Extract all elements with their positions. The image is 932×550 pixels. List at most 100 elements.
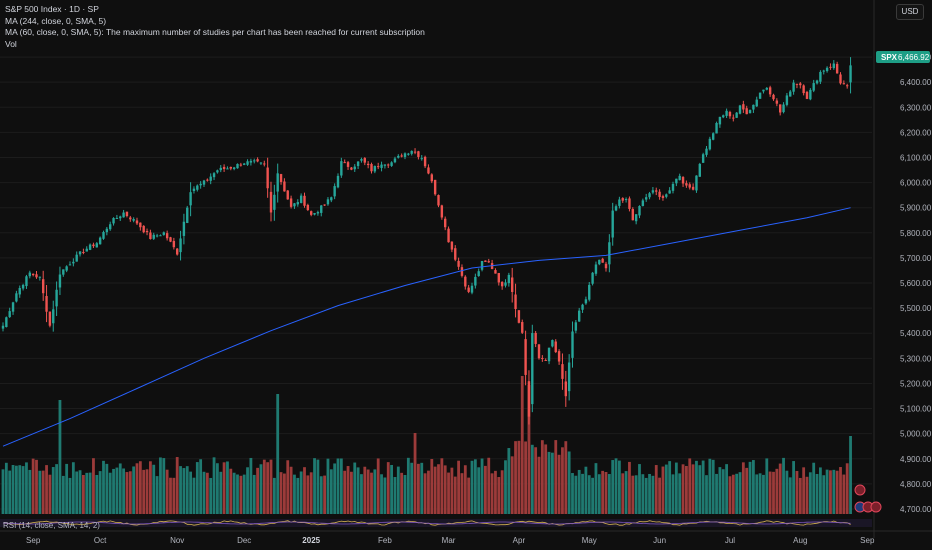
candle-body <box>129 217 132 220</box>
volume-bar <box>420 462 424 514</box>
candle-body <box>199 183 202 186</box>
volume-bar <box>430 458 434 514</box>
last-price-tag-bg <box>876 51 930 63</box>
volume-bar <box>581 473 584 514</box>
volume-bar <box>306 475 310 514</box>
volume-bar <box>765 458 769 514</box>
volume-bar <box>584 466 588 514</box>
candle-body <box>581 304 584 310</box>
volume-bar <box>152 464 156 514</box>
candle-body <box>849 65 852 83</box>
volume-bar <box>631 475 635 514</box>
candle-body <box>567 362 571 392</box>
y-tick-label: 6,300.00 <box>900 103 932 112</box>
volume-bar <box>115 467 119 514</box>
candle-body <box>179 238 182 253</box>
y-tick-label: 6,100.00 <box>900 153 932 162</box>
volume-bar <box>551 452 554 514</box>
y-tick-label: 5,900.00 <box>900 204 932 213</box>
candle-body <box>470 285 474 293</box>
volume-bar <box>507 448 511 514</box>
indicator-volume[interactable]: Vol <box>5 38 17 49</box>
volume-bar <box>175 457 179 514</box>
candle-body <box>172 240 176 248</box>
candle-body <box>145 230 149 233</box>
candle-body <box>88 244 92 250</box>
candle-body <box>708 138 712 150</box>
candle-body <box>202 180 206 185</box>
candle-body <box>477 271 480 276</box>
candle-body <box>340 161 343 176</box>
economic-event-marker-icon[interactable] <box>870 501 882 513</box>
candle-body <box>480 260 484 270</box>
candle-body <box>25 276 28 287</box>
x-tick-label: Sep <box>860 536 875 545</box>
volume-bar <box>276 394 280 514</box>
x-tick-label: Nov <box>170 536 184 545</box>
currency-button[interactable]: USD <box>896 4 924 20</box>
y-tick-label: 5,700.00 <box>900 254 932 263</box>
volume-bar <box>105 463 109 514</box>
candle-body <box>246 161 249 165</box>
volume-bar <box>611 460 615 514</box>
volume-bar <box>55 464 58 514</box>
price-axis[interactable]: 6,500.006,400.006,300.006,200.006,100.00… <box>873 0 932 538</box>
volume-bar <box>159 457 162 514</box>
candle-body <box>487 261 490 263</box>
volume-bar <box>316 459 320 514</box>
candle-body <box>48 311 52 326</box>
candle-body <box>236 163 239 169</box>
volume-bar <box>356 467 360 514</box>
candle-body <box>102 232 105 239</box>
volume-bar <box>812 462 816 514</box>
volume-bar <box>393 477 397 514</box>
volume-bar <box>735 473 739 514</box>
candle-body <box>85 248 88 252</box>
symbol-title[interactable]: S&P 500 Index · 1D · SP <box>5 4 99 14</box>
candle-body <box>186 207 189 223</box>
volume-bar <box>71 462 75 514</box>
indicator-ma-60[interactable]: MA (60, close, 0, SMA, 5): The maximum n… <box>5 27 425 37</box>
volume-bar <box>266 462 270 514</box>
candle-body <box>62 269 65 275</box>
volume-bar <box>195 462 199 514</box>
candle-body <box>507 274 511 284</box>
volume-bar <box>802 467 806 514</box>
volume-bar <box>825 469 829 514</box>
candle-body <box>541 357 544 359</box>
candle-body <box>413 151 417 153</box>
volume-bar <box>624 471 628 514</box>
volume-bar <box>272 477 276 514</box>
indicator-ma-244[interactable]: MA (244, close, 0, SMA, 5) <box>5 15 107 26</box>
volume-bar <box>731 474 735 514</box>
volume-bar <box>450 467 454 514</box>
candle-body <box>279 174 283 182</box>
ma-244-line <box>2 207 851 447</box>
volume-bar <box>752 460 755 514</box>
volume-bar <box>417 463 420 514</box>
x-tick-label: Sep <box>26 536 41 545</box>
volume-bar <box>433 466 437 514</box>
volume-bar <box>577 469 581 514</box>
volume-bar <box>641 474 645 514</box>
volume-bar <box>51 467 55 514</box>
candle-body <box>232 167 236 169</box>
volume-bar <box>654 465 658 514</box>
volume-bar <box>85 472 89 514</box>
time-axis[interactable]: Sep Oct Nov Dec 2025 Feb Mar Apr May Jun Jul Aug Sep <box>0 530 932 545</box>
candle-body <box>444 218 447 228</box>
volume-bar <box>778 463 782 514</box>
candle-body <box>316 212 320 214</box>
volume-bar <box>520 376 524 514</box>
candle-body <box>544 359 547 361</box>
volume-bar <box>705 475 708 514</box>
candle-body <box>82 252 85 254</box>
event-markers[interactable] <box>854 484 882 513</box>
volume-bar <box>313 458 316 514</box>
volume-bar <box>256 467 259 514</box>
volume-bar <box>487 457 491 514</box>
volume-bar <box>678 473 682 514</box>
earnings-marker-icon[interactable] <box>854 484 866 496</box>
rsi-legend[interactable]: RSI (14, close, SMA, 14, 2) <box>3 521 100 530</box>
